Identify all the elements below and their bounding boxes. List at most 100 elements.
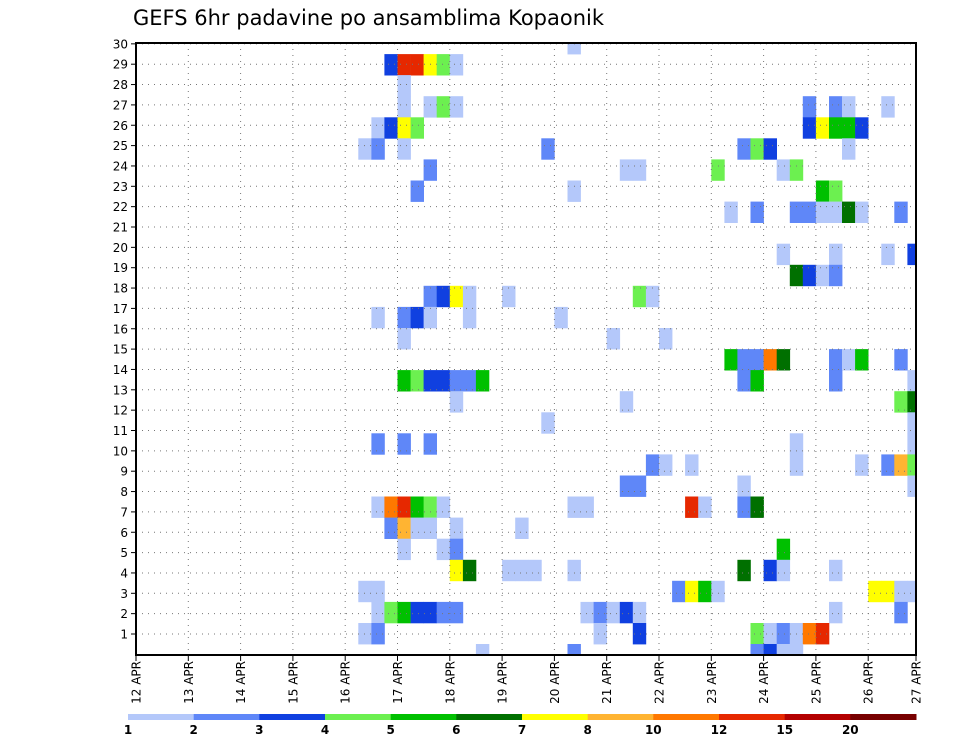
y-tick-label: 14 xyxy=(113,363,128,377)
heatmap-cell xyxy=(410,180,424,202)
heatmap-cell xyxy=(907,580,917,603)
heatmap-cell xyxy=(449,559,464,582)
heatmap-cell xyxy=(815,264,830,287)
heatmap-cell xyxy=(737,559,751,582)
heatmap-cell xyxy=(397,496,411,518)
y-tick-label: 4 xyxy=(120,566,128,580)
heatmap-cell xyxy=(776,644,791,656)
heatmap-cell xyxy=(449,370,464,392)
heatmap-cell xyxy=(580,496,594,518)
heatmap-cell xyxy=(855,454,869,476)
heatmap-cell xyxy=(724,349,738,371)
colorbar-label: 20 xyxy=(842,723,859,737)
heatmap-cell xyxy=(789,201,804,223)
heatmap-cell xyxy=(436,54,451,76)
x-tick-label: 23 APR xyxy=(705,661,719,704)
heatmap-cell xyxy=(462,370,477,392)
heatmap-cell xyxy=(855,201,869,223)
heatmap-cell xyxy=(907,433,917,455)
colorbar-label: 2 xyxy=(190,723,198,737)
y-tick-label: 13 xyxy=(113,383,128,397)
x-tick-label: 26 APR xyxy=(862,661,876,704)
heatmap-cell xyxy=(358,138,372,160)
heatmap-cell xyxy=(423,54,437,76)
heatmap-cell xyxy=(894,391,908,413)
heatmap-cell xyxy=(619,159,634,181)
colorbar-swatch xyxy=(193,714,260,720)
colorbar: 1 2 3 4 5 6 7 8 10 12 15 20 xyxy=(124,714,917,737)
heatmap-cell xyxy=(815,117,830,139)
colorbar-label: 6 xyxy=(452,723,460,737)
colorbar-label: 12 xyxy=(711,723,728,737)
colorbar-label: 7 xyxy=(518,723,526,737)
colorbar-swatch xyxy=(325,714,392,720)
heatmap-cell xyxy=(449,54,464,76)
heatmap-cell xyxy=(645,454,660,476)
y-tick-label: 12 xyxy=(113,404,128,418)
heatmap-cell xyxy=(515,517,529,539)
x-tick-label: 16 APR xyxy=(339,661,353,704)
heatmap-cell xyxy=(802,201,817,223)
heatmap-cell xyxy=(475,370,490,392)
heatmap-cell xyxy=(763,559,777,582)
heatmap-cell xyxy=(567,496,581,518)
y-tick-label: 30 xyxy=(113,37,128,51)
y-tick-label: 3 xyxy=(120,587,128,601)
heatmap-cell xyxy=(789,433,804,455)
heatmap-cell xyxy=(789,264,804,287)
y-tick-label: 11 xyxy=(113,424,128,438)
heatmap-cell xyxy=(855,349,869,371)
heatmap-cell xyxy=(397,601,411,624)
y-tick-label: 7 xyxy=(120,505,128,519)
x-tick-label: 12 APR xyxy=(130,661,144,704)
heatmap-cell xyxy=(384,117,398,139)
heatmap-cell xyxy=(436,496,451,518)
heatmap-cell xyxy=(907,475,917,497)
y-tick-label: 5 xyxy=(120,546,128,560)
heatmap-cell xyxy=(750,201,764,223)
heatmap-cell xyxy=(384,496,398,518)
y-tick-label: 9 xyxy=(120,465,128,479)
heatmap-cell xyxy=(789,454,804,476)
heatmap-cell xyxy=(815,180,830,202)
heatmap-cell xyxy=(632,623,647,645)
heatmap-cell xyxy=(829,601,843,624)
heatmap-cell xyxy=(829,349,843,371)
y-tick-label: 20 xyxy=(113,241,128,255)
y-tick-label: 8 xyxy=(120,485,128,499)
heatmap-cell xyxy=(776,159,791,181)
heatmap-cell xyxy=(449,538,464,561)
x-tick-label: 18 APR xyxy=(443,661,457,704)
heatmap-cell xyxy=(449,517,464,539)
heatmap-cell xyxy=(907,391,917,413)
heatmap-cell xyxy=(371,623,385,645)
heatmap-cell xyxy=(423,601,437,624)
heatmap-cell xyxy=(698,496,712,518)
colorbar-label: 5 xyxy=(387,723,395,737)
y-tick-label: 10 xyxy=(113,444,128,458)
colorbar-swatch xyxy=(850,714,917,720)
x-tick-label: 19 APR xyxy=(496,661,510,704)
x-tick-label: 21 APR xyxy=(600,661,614,704)
x-tick-label: 20 APR xyxy=(548,661,562,704)
heatmap-cell xyxy=(502,559,516,582)
heatmap-cell xyxy=(397,96,411,118)
y-tick-label: 24 xyxy=(113,159,128,173)
heatmap-cell xyxy=(881,454,895,476)
y-tick-label: 19 xyxy=(113,261,128,275)
heatmap-cell xyxy=(907,454,917,476)
heatmap-cell xyxy=(449,96,464,118)
heatmap-cell xyxy=(541,412,555,434)
heatmap-cell xyxy=(907,412,917,434)
heatmap-cell xyxy=(842,349,856,371)
heatmap-cell xyxy=(750,644,764,656)
heatmap-cell xyxy=(371,138,385,160)
heatmap-cell xyxy=(462,306,477,329)
heatmap-cell xyxy=(789,159,804,181)
heatmap-cell xyxy=(632,601,647,624)
heatmap-cell xyxy=(397,328,411,350)
heatmap-cell xyxy=(371,306,385,329)
heatmap-cell xyxy=(567,644,581,656)
colorbar-swatch xyxy=(128,714,195,720)
heatmap-cell xyxy=(750,370,764,392)
